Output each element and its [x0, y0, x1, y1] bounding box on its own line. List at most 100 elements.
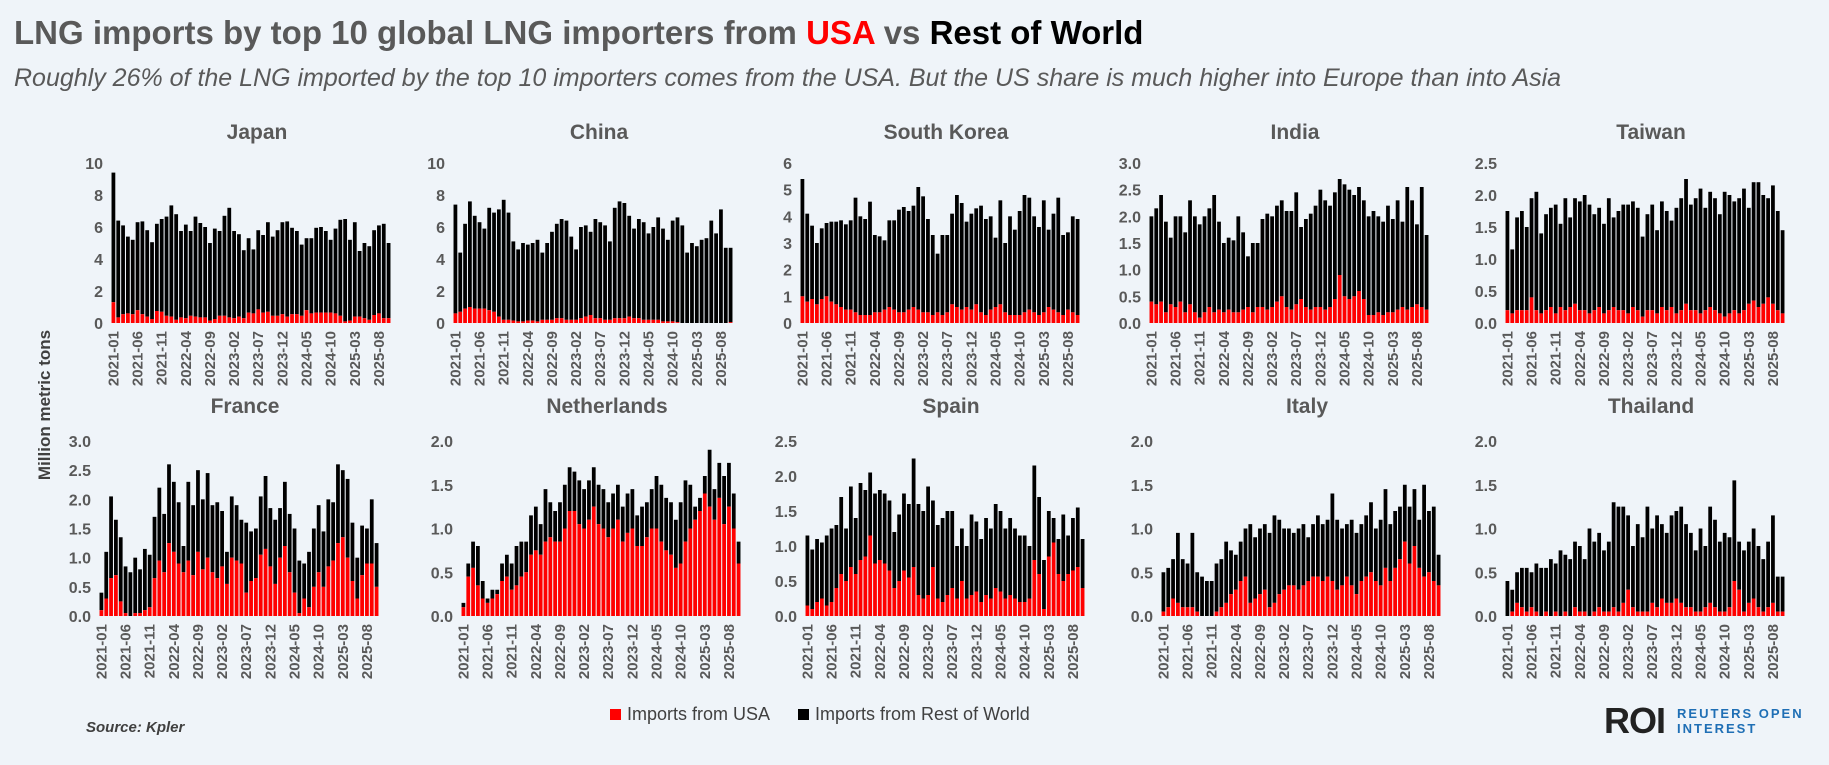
bar-usa	[319, 312, 323, 323]
bar-usa	[1679, 602, 1684, 616]
bar-rest-of-world	[200, 499, 205, 570]
y-tick-label: 0	[783, 316, 792, 333]
bar-usa	[1012, 315, 1017, 323]
bar-usa	[1582, 611, 1587, 616]
bar-usa	[521, 321, 525, 323]
logo-line-2: INTEREST	[1677, 721, 1758, 736]
bar-rest-of-world	[1180, 559, 1185, 608]
x-tick-label: 2025-08	[721, 624, 738, 679]
bar-usa	[683, 541, 688, 616]
bar-usa	[1349, 585, 1354, 616]
bar-usa	[612, 318, 617, 323]
bar-usa	[360, 575, 364, 616]
panel-title-spain: Spain	[922, 395, 980, 418]
x-tick-label: 2023-02	[1620, 331, 1637, 386]
bar-rest-of-world	[1008, 216, 1012, 315]
panel-title-south-korea: South Korea	[883, 121, 1009, 144]
bar-rest-of-world	[196, 470, 200, 552]
bar-usa	[625, 532, 630, 616]
bar-usa	[241, 318, 246, 323]
bar-rest-of-world	[1751, 182, 1756, 301]
bar-usa	[548, 537, 553, 616]
y-tick-label: 2.0	[1131, 434, 1153, 451]
bar-usa	[118, 601, 123, 616]
bar-usa	[453, 313, 458, 323]
bar-rest-of-world	[931, 500, 935, 567]
bar-usa	[1340, 585, 1344, 616]
x-tick-label: 2025-03	[1741, 331, 1758, 386]
bar-usa	[673, 567, 678, 616]
bar-rest-of-world	[969, 514, 974, 595]
bar-usa	[1294, 304, 1299, 323]
bar-rest-of-world	[1299, 227, 1303, 299]
bar-usa	[661, 321, 665, 323]
bar-usa	[1544, 310, 1548, 323]
bar-usa	[506, 319, 511, 323]
bar-usa	[1003, 312, 1008, 323]
x-tick-label: 2025-03	[1397, 624, 1414, 679]
bar-usa	[998, 304, 1003, 323]
bar-rest-of-world	[453, 204, 458, 314]
bar-usa	[1325, 576, 1330, 616]
bar-rest-of-world	[1427, 511, 1431, 573]
bar-usa	[1149, 301, 1154, 323]
bar-rest-of-world	[1780, 230, 1785, 314]
bar-rest-of-world	[1188, 200, 1192, 305]
bar-rest-of-world	[611, 493, 615, 529]
bar-usa	[1679, 310, 1684, 323]
bar-usa	[268, 566, 273, 616]
bar-rest-of-world	[208, 243, 212, 321]
bar-usa	[239, 563, 244, 616]
bar-rest-of-world	[1159, 195, 1163, 302]
bar-rest-of-world	[1548, 207, 1553, 307]
bar-usa	[712, 519, 717, 616]
x-tick-label: 2021-06	[819, 331, 836, 386]
bar-usa	[1190, 607, 1195, 616]
bar-rest-of-world	[1660, 201, 1664, 307]
bar-rest-of-world	[1330, 493, 1335, 581]
bar-rest-of-world	[1553, 563, 1558, 612]
bar-rest-of-world	[800, 179, 805, 297]
bar-rest-of-world	[487, 207, 492, 311]
bar-usa	[1717, 611, 1722, 616]
x-tick-label: 2023-02	[1264, 331, 1281, 386]
bar-usa	[1231, 312, 1236, 323]
bar-rest-of-world	[472, 215, 477, 309]
bar-rest-of-world	[1616, 211, 1621, 311]
bar-rest-of-world	[1335, 519, 1340, 590]
bar-rest-of-world	[1340, 528, 1344, 586]
bar-usa	[273, 583, 278, 616]
bar-rest-of-world	[319, 227, 323, 313]
bar-rest-of-world	[1320, 524, 1325, 581]
x-tick-label: 2022-04	[528, 623, 545, 679]
bar-usa	[632, 318, 636, 323]
bar-rest-of-world	[314, 227, 319, 313]
bar-usa	[1246, 307, 1250, 323]
bar-rest-of-world	[1032, 216, 1037, 313]
y-axis-label: Million metric tons	[35, 329, 54, 481]
bar-rest-of-world	[1371, 211, 1376, 315]
bar-usa	[853, 574, 858, 616]
bar-rest-of-world	[1313, 205, 1318, 307]
bar-rest-of-world	[998, 511, 1003, 592]
x-tick-label: 2023-07	[600, 624, 617, 679]
bar-rest-of-world	[1183, 232, 1188, 313]
bar-rest-of-world	[960, 528, 964, 581]
bar-rest-of-world	[955, 546, 959, 599]
x-tick-label: 2023-07	[1644, 331, 1661, 386]
bar-usa	[525, 320, 530, 323]
bar-usa	[1330, 581, 1335, 616]
bar-usa	[1713, 310, 1717, 323]
bar-rest-of-world	[268, 508, 273, 567]
bar-rest-of-world	[1284, 211, 1289, 307]
y-tick-label: 3	[783, 236, 792, 253]
bar-rest-of-world	[622, 203, 627, 319]
bar-rest-of-world	[1606, 541, 1611, 612]
bar-rest-of-world	[562, 484, 567, 529]
bar-rest-of-world	[1221, 243, 1226, 313]
bar-usa	[1017, 315, 1022, 323]
bar-rest-of-world	[714, 233, 718, 323]
bar-rest-of-world	[1756, 182, 1761, 307]
bar-usa	[290, 314, 294, 323]
bar-rest-of-world	[829, 528, 834, 602]
